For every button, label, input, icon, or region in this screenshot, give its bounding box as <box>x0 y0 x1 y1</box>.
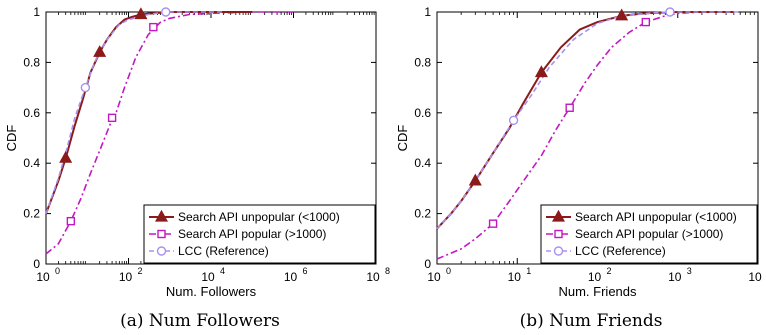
legend-box <box>540 204 758 264</box>
series-marker-unpopular <box>534 65 548 78</box>
legend-label: LCC (Reference) <box>575 244 666 258</box>
legend-box <box>143 204 376 264</box>
legend-marker-lcc <box>553 246 564 256</box>
x-tick-exponent: 8 <box>385 266 390 276</box>
legend-label: Search API unpopular (<1000) <box>575 210 737 224</box>
legend-label: Search API unpopular (<1000) <box>178 210 340 224</box>
x-tick-label: 10 <box>427 270 441 284</box>
legend-marker-popular <box>554 229 563 239</box>
y-tick-label: 1 <box>424 5 431 19</box>
series-marker-lcc <box>665 7 675 17</box>
y-tick-label: 0 <box>33 257 40 271</box>
x-tick-exponent: 0 <box>55 266 60 276</box>
panel-num-friends: 00.20.40.60.81100101102103104Num. Friend… <box>395 5 762 299</box>
y-tick-label: 0.6 <box>23 106 40 120</box>
x-tick-label: 10 <box>119 270 133 284</box>
y-tick-label: 0.8 <box>23 55 40 69</box>
caption-a: (a) Num Followers <box>120 311 280 331</box>
y-tick-label: 0.8 <box>414 55 431 69</box>
x-tick-exponent: 1 <box>526 266 531 276</box>
series-marker-unpopular <box>93 45 107 57</box>
x-tick-label: 10 <box>366 270 380 284</box>
series-marker-lcc <box>161 7 171 17</box>
x-tick-label: 10 <box>748 270 762 284</box>
y-axis-label: CDF <box>395 125 410 152</box>
x-tick-label: 10 <box>508 270 522 284</box>
y-tick-label: 0.6 <box>414 106 431 120</box>
x-tick-exponent: 0 <box>446 266 451 276</box>
x-tick-label: 10 <box>284 270 298 284</box>
series-marker-popular <box>107 113 117 123</box>
y-tick-label: 0.2 <box>414 207 431 221</box>
x-tick-exponent: 4 <box>220 266 225 276</box>
x-axis-label: Num. Friends <box>558 284 637 299</box>
series-marker-unpopular <box>468 173 482 186</box>
series-marker-popular <box>488 219 498 228</box>
legend-marker-lcc <box>156 246 167 256</box>
x-axis-label: Num. Followers <box>166 284 257 299</box>
series-marker-popular <box>641 17 651 27</box>
x-tick-exponent: 2 <box>607 266 612 276</box>
series-marker-popular <box>66 216 76 226</box>
series-line-lcc <box>436 11 741 230</box>
series-marker-unpopular <box>59 150 73 163</box>
y-tick-label: 0.2 <box>23 207 40 221</box>
x-tick-label: 10 <box>36 270 50 284</box>
y-tick-label: 0 <box>424 257 431 271</box>
x-tick-label: 10 <box>201 270 215 284</box>
x-tick-label: 10 <box>668 270 682 284</box>
legend: Search API unpopular (<1000) Search API p… <box>540 204 758 264</box>
y-axis-label: CDF <box>4 125 19 152</box>
y-tick-label: 0.4 <box>23 156 40 170</box>
x-tick-exponent: 3 <box>687 266 692 276</box>
legend-marker-unpopular <box>154 209 169 222</box>
x-tick-exponent: 2 <box>138 266 143 276</box>
y-tick-label: 0.4 <box>414 156 431 170</box>
legend-marker-popular <box>157 229 166 239</box>
series-line-popular <box>45 11 294 255</box>
x-tick-exponent: 6 <box>303 266 308 276</box>
x-tick-label: 10 <box>588 270 602 284</box>
series-marker-popular <box>565 103 574 112</box>
series-marker-lcc <box>80 82 91 93</box>
legend-marker-unpopular <box>551 209 566 222</box>
legend: Search API unpopular (<1000) Search API p… <box>143 204 376 264</box>
series-marker-unpopular <box>134 7 148 20</box>
series-marker-popular <box>149 22 158 32</box>
legend-label: Search API popular (>1000) <box>178 227 326 241</box>
series-marker-lcc <box>508 115 519 126</box>
caption-b: (b) Num Friends <box>520 311 663 331</box>
series-marker-unpopular <box>615 8 629 21</box>
legend-label: LCC (Reference) <box>178 244 269 258</box>
y-tick-label: 1 <box>33 5 40 19</box>
legend-label: Search API popular (>1000) <box>575 227 723 241</box>
